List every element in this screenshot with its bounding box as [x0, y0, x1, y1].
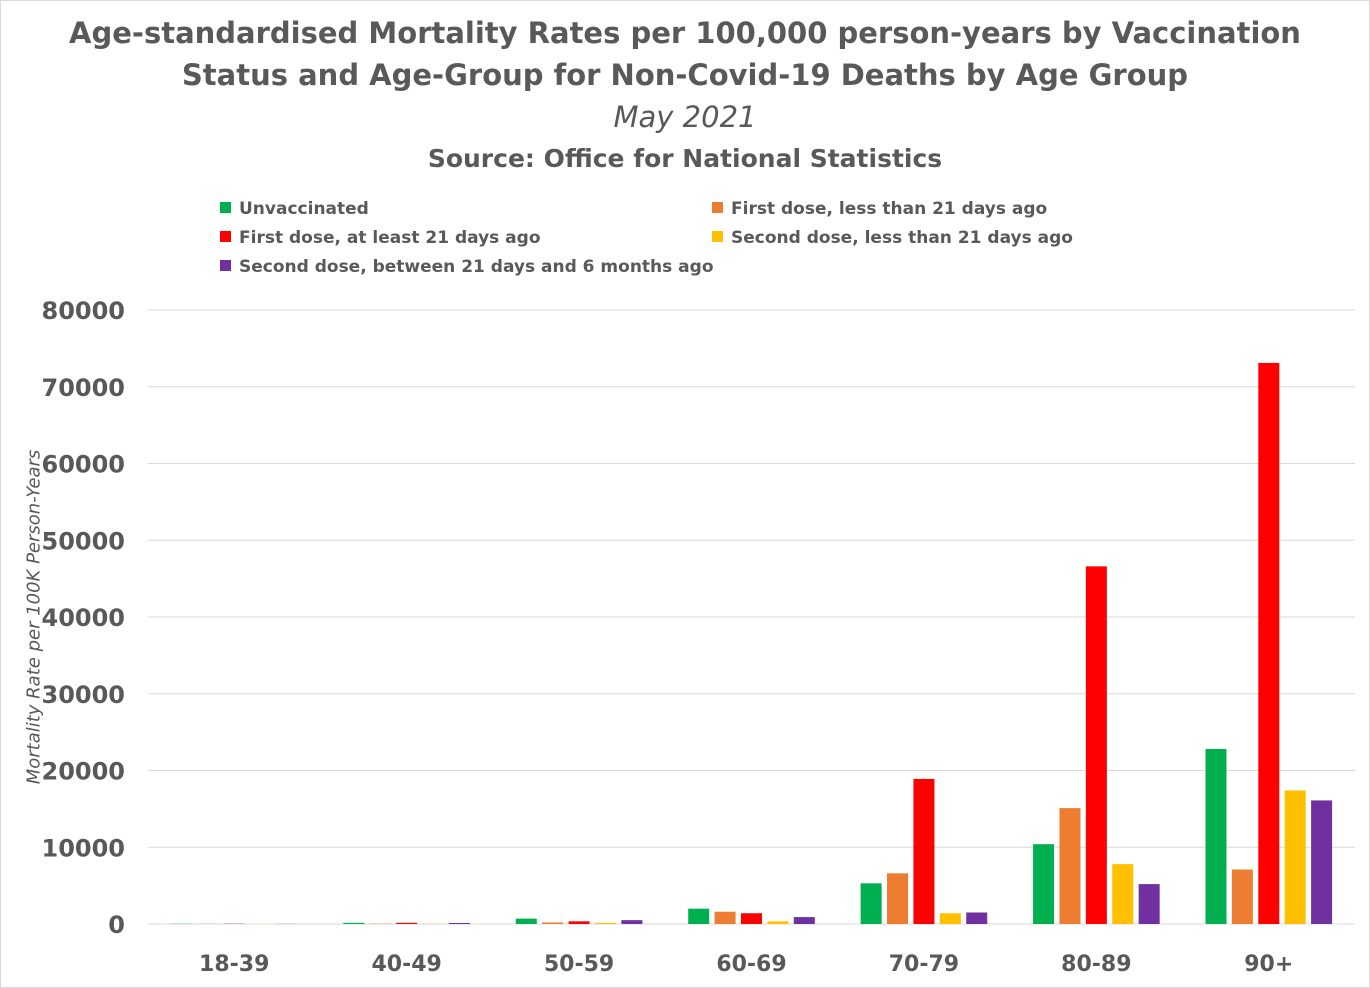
bar-80-89-2	[1085, 566, 1107, 924]
x-tick-label: 50-59	[544, 952, 614, 977]
y-tick-label: 30000	[42, 681, 126, 709]
legend-label-first-dose-lt21: First dose, less than 21 days ago	[731, 199, 1048, 219]
chart-title-line-2: Status and Age-Group for Non-Covid-19 De…	[181, 58, 1189, 92]
legend-item-first-dose-lt21: First dose, less than 21 days ago	[712, 198, 1047, 220]
legend-swatch-second-dose-21d-6m	[220, 259, 231, 271]
legend-label-unvaccinated: Unvaccinated	[239, 199, 369, 219]
legend-label-first-dose-gte21: First dose, at least 21 days ago	[239, 228, 541, 248]
y-tick-labels: 0 10000 20000 30000 40000 50000 60000 70000 8000…	[42, 297, 126, 939]
gridlines	[148, 309, 1355, 925]
legend-swatch-first-dose-lt21	[712, 201, 723, 213]
chart-subtitle: May 2021	[613, 100, 757, 134]
x-tick-label: 40-49	[371, 952, 441, 977]
legend-item-first-dose-gte21: First dose, at least 21 days ago	[220, 227, 541, 249]
legend-label-second-dose-21d-6m: Second dose, between 21 days and 6 month…	[239, 257, 714, 277]
legend-item-second-dose-21d-6m: Second dose, between 21 days and 6 month…	[220, 256, 714, 278]
x-tick-label: 70-79	[889, 952, 959, 977]
y-tick-label: 50000	[42, 527, 126, 555]
y-tick-label: 20000	[42, 758, 126, 786]
bar-90+-3	[1284, 790, 1306, 924]
bar-80-89-0	[1033, 844, 1055, 924]
legend-swatch-unvaccinated	[220, 201, 231, 213]
bar-70-79-0	[860, 883, 882, 924]
bars	[170, 362, 1333, 925]
bar-50-59-4	[621, 920, 643, 924]
bar-90+-0	[1205, 749, 1227, 924]
y-tick-label: 10000	[42, 834, 126, 862]
y-tick-label: 80000	[42, 297, 126, 325]
bar-60-69-3	[767, 921, 789, 924]
bar-60-69-0	[688, 908, 710, 924]
bar-50-59-0	[515, 918, 537, 924]
bar-40-49-4	[448, 923, 470, 924]
x-tick-label: 60-69	[716, 952, 786, 977]
y-tick-label: 0	[108, 911, 125, 939]
bar-50-59-1	[542, 922, 564, 924]
bar-80-89-3	[1112, 864, 1134, 924]
bar-90+-2	[1258, 362, 1280, 925]
legend-item-unvaccinated: Unvaccinated	[220, 198, 369, 220]
x-tick-label: 18-39	[199, 952, 269, 977]
bar-70-79-4	[966, 912, 988, 924]
x-tick-labels: 18-39 40-49 50-59 60-69 70-79 80-89 90+	[199, 952, 1293, 977]
bar-80-89-1	[1059, 808, 1081, 924]
y-tick-label: 40000	[42, 604, 126, 632]
bar-50-59-3	[594, 922, 616, 924]
bar-60-69-1	[714, 911, 736, 924]
x-tick-label: 90+	[1244, 952, 1293, 977]
bar-70-79-3	[939, 913, 961, 924]
bar-50-59-2	[568, 921, 590, 924]
x-tick-label: 80-89	[1061, 952, 1131, 977]
legend-item-second-dose-lt21: Second dose, less than 21 days ago	[712, 227, 1073, 249]
bar-70-79-2	[913, 778, 935, 924]
chart-title-line-1: Age-standardised Mortality Rates per 100…	[69, 16, 1301, 50]
chart-source: Source: Office for National Statistics	[427, 144, 943, 173]
bar-60-69-4	[793, 917, 815, 924]
y-tick-label: 70000	[42, 374, 126, 402]
bar-90+-4	[1311, 800, 1333, 924]
legend-label-second-dose-lt21: Second dose, less than 21 days ago	[731, 228, 1073, 248]
bar-70-79-1	[887, 873, 909, 924]
bar-40-49-2	[396, 922, 418, 924]
legend-swatch-first-dose-gte21	[220, 230, 231, 242]
bar-90+-1	[1231, 869, 1253, 924]
legend-swatch-second-dose-lt21	[712, 230, 723, 242]
bar-40-49-0	[343, 922, 365, 924]
bar-60-69-2	[741, 913, 762, 924]
bar-80-89-4	[1138, 884, 1160, 924]
y-tick-label: 60000	[42, 451, 126, 479]
